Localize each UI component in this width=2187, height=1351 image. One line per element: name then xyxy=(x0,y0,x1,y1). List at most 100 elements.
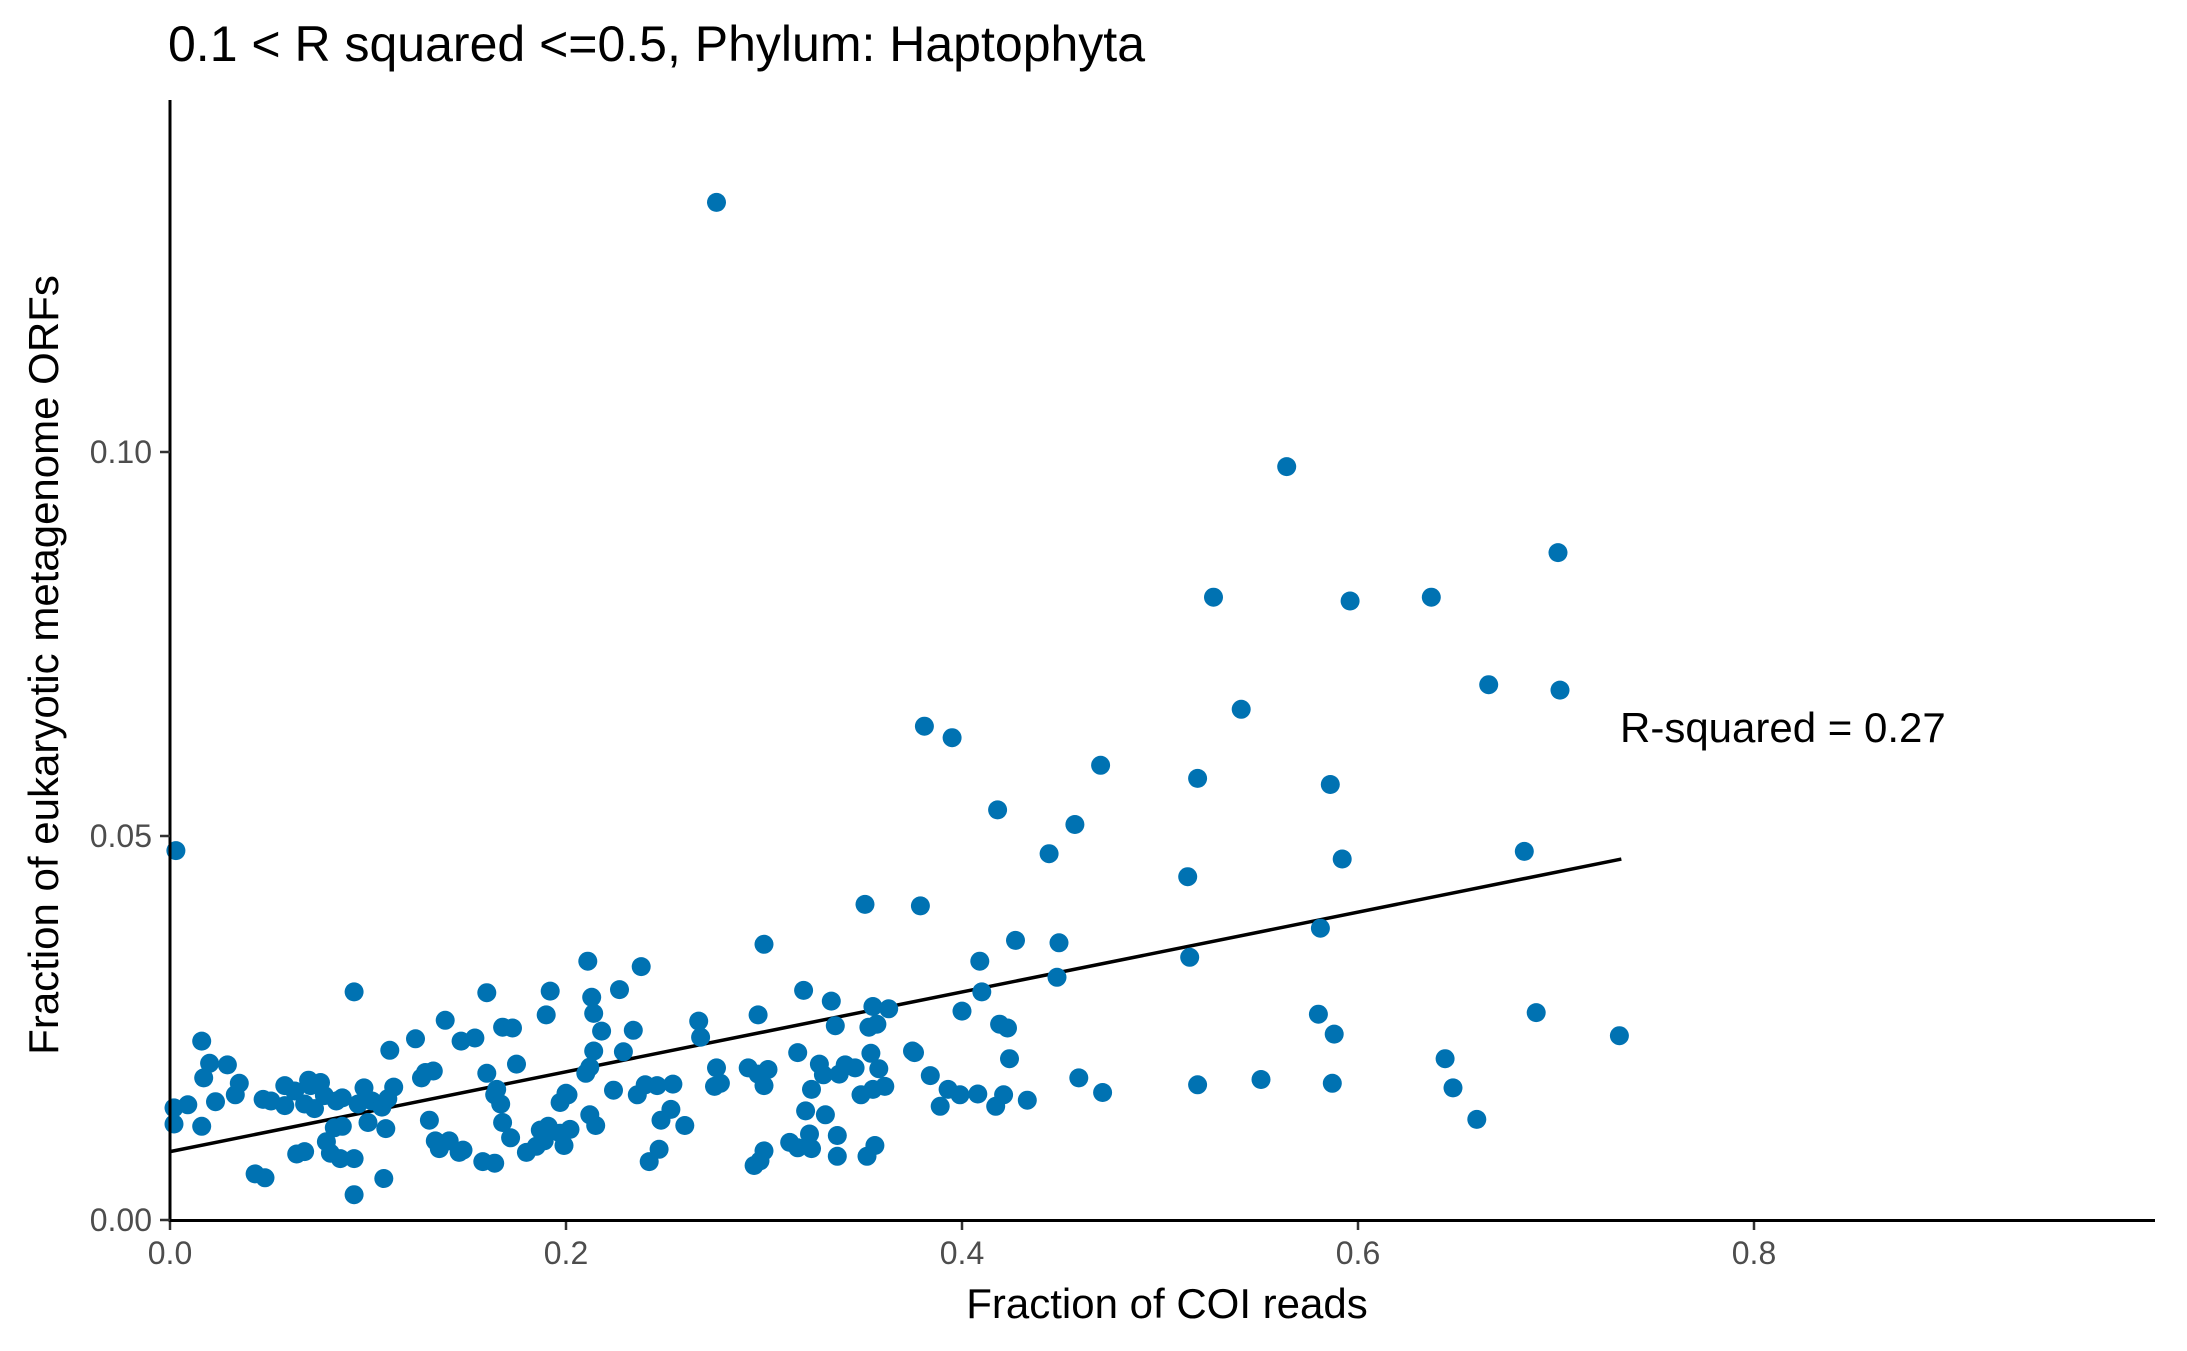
data-point xyxy=(332,1088,352,1108)
data-point xyxy=(845,1058,865,1078)
data-point xyxy=(534,1131,554,1151)
x-axis-title: Fraction of COI reads xyxy=(966,1280,1367,1327)
data-point xyxy=(1188,1075,1208,1095)
data-point xyxy=(465,1028,485,1048)
data-point xyxy=(554,1136,574,1155)
data-point xyxy=(1479,675,1499,695)
data-point xyxy=(623,1020,643,1040)
data-point xyxy=(1091,755,1111,775)
data-point xyxy=(536,1005,556,1025)
data-point xyxy=(970,951,990,971)
data-point xyxy=(631,957,651,977)
data-point xyxy=(647,1076,667,1096)
y-tick-label: 0.10 xyxy=(90,434,152,470)
data-point xyxy=(406,1029,425,1049)
data-point xyxy=(1332,849,1352,869)
data-point xyxy=(358,1113,378,1132)
data-point xyxy=(419,1110,439,1130)
data-point xyxy=(1251,1070,1271,1089)
data-point xyxy=(1017,1090,1037,1110)
data-point xyxy=(689,1011,709,1031)
data-point xyxy=(1324,1024,1344,1044)
data-point xyxy=(1548,543,1568,563)
y-axis-ticks: 0.00 0.05 0.10 xyxy=(90,434,170,1238)
data-point xyxy=(1049,933,1069,953)
data-point xyxy=(1308,1004,1328,1024)
data-point xyxy=(1231,699,1251,719)
data-point xyxy=(330,1149,350,1169)
data-point xyxy=(754,1076,774,1096)
data-point xyxy=(1065,815,1085,834)
data-point xyxy=(879,999,899,1019)
y-tick-label: 0.00 xyxy=(90,1202,152,1238)
data-point xyxy=(988,800,1008,820)
x-tick-label: 0.0 xyxy=(148,1235,192,1271)
data-point xyxy=(332,1116,352,1136)
data-point xyxy=(255,1168,275,1188)
data-point xyxy=(867,1014,887,1034)
data-point xyxy=(610,980,629,1000)
data-point xyxy=(813,1065,833,1085)
data-point xyxy=(584,1041,604,1061)
data-point xyxy=(501,1128,521,1148)
data-point xyxy=(613,1042,633,1062)
y-axis-title: Fraction of eukaryotic metagenome ORFs xyxy=(20,275,67,1055)
r-squared-annotation: R-squared = 0.27 xyxy=(1620,704,1946,751)
data-point xyxy=(516,1142,536,1162)
data-point xyxy=(1435,1049,1455,1069)
data-point xyxy=(1340,591,1360,611)
data-point xyxy=(275,1096,295,1116)
data-point xyxy=(217,1055,237,1075)
data-point xyxy=(1550,680,1570,700)
data-point xyxy=(429,1139,449,1159)
data-point xyxy=(968,1084,988,1104)
chart-title: 0.1 < R squared <=0.5, Phylum: Haptophyt… xyxy=(168,16,1145,72)
data-point xyxy=(952,1001,972,1021)
data-point xyxy=(986,1096,1006,1116)
data-point xyxy=(435,1010,455,1030)
data-point xyxy=(788,1043,808,1063)
data-point xyxy=(905,1043,924,1063)
data-point xyxy=(875,1076,895,1096)
data-point xyxy=(206,1092,225,1112)
data-point xyxy=(827,1146,847,1166)
data-point xyxy=(1180,947,1200,967)
data-point xyxy=(192,1031,212,1051)
data-point xyxy=(802,1139,821,1159)
data-point xyxy=(194,1068,214,1088)
data-point xyxy=(707,1058,726,1078)
data-point xyxy=(374,1169,394,1188)
x-axis-ticks: 0.0 0.2 0.4 0.6 0.8 xyxy=(148,1222,1776,1271)
data-point xyxy=(376,1119,396,1139)
data-point xyxy=(305,1099,324,1119)
data-point xyxy=(796,1101,816,1121)
data-point xyxy=(1467,1109,1487,1129)
data-point xyxy=(578,951,598,971)
data-point xyxy=(1526,1003,1546,1023)
x-tick-label: 0.4 xyxy=(940,1235,984,1271)
data-point xyxy=(1039,844,1059,864)
data-point xyxy=(869,1059,889,1079)
data-point xyxy=(639,1152,659,1172)
data-point xyxy=(584,1003,604,1023)
data-point xyxy=(493,1113,513,1132)
data-point xyxy=(1047,967,1067,987)
data-point xyxy=(910,896,930,916)
data-point xyxy=(829,1064,849,1084)
x-tick-label: 0.2 xyxy=(544,1235,588,1271)
data-point xyxy=(827,1126,847,1145)
data-point xyxy=(1443,1078,1463,1098)
data-point xyxy=(861,1043,881,1063)
data-point xyxy=(950,1085,970,1105)
data-point xyxy=(412,1068,431,1088)
data-point xyxy=(477,983,497,1003)
data-point xyxy=(192,1116,212,1136)
data-point xyxy=(802,1079,821,1099)
y-tick-label: 0.05 xyxy=(90,818,152,854)
data-point xyxy=(800,1124,819,1144)
data-point xyxy=(857,1146,877,1166)
data-point xyxy=(540,981,560,1001)
data-point xyxy=(663,1074,683,1094)
data-point xyxy=(1006,930,1025,950)
data-point xyxy=(863,997,883,1016)
